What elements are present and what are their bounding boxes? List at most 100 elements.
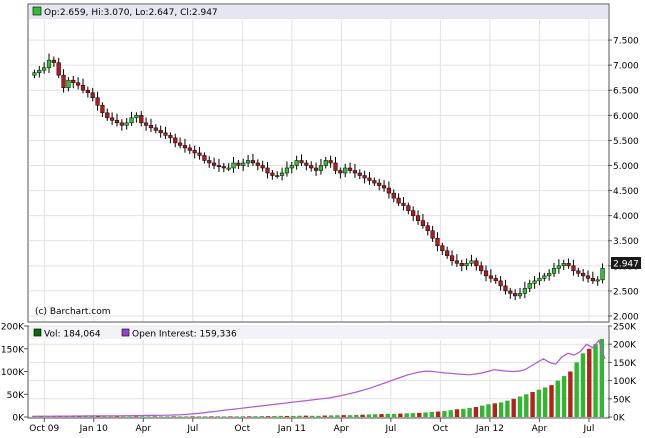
candle-up <box>134 115 139 119</box>
volume-bar-down <box>152 416 157 417</box>
volume-bar-up <box>121 416 126 417</box>
volume-bar-down <box>284 415 290 417</box>
candle-down <box>566 263 571 267</box>
candle-down <box>406 205 411 211</box>
candle-down <box>372 180 377 184</box>
volume-y-axis-right: 250K 200K 150K 100K 50K 0K <box>608 323 637 424</box>
candle-up <box>32 72 37 76</box>
vol-left-label: 150K <box>1 345 25 355</box>
volume-bar-up <box>505 400 510 417</box>
candle-up <box>318 165 324 171</box>
vol-right-label: 200K <box>613 341 637 351</box>
volume-bar-down <box>398 413 403 417</box>
volume-bar-up <box>259 416 265 417</box>
candle-up <box>289 165 294 169</box>
header-swatch <box>32 6 42 16</box>
candle-down <box>313 167 319 171</box>
volume-legend-bar <box>29 327 608 339</box>
candle-up <box>124 122 129 126</box>
candle-down <box>299 160 304 164</box>
volume-bar-up <box>272 415 277 417</box>
candle-down <box>76 82 81 86</box>
volume-bar-up <box>404 413 409 417</box>
candle-down <box>415 215 421 221</box>
price-tick-label: 3.500 <box>613 237 639 247</box>
last-price-tag <box>611 257 641 269</box>
volume-bars <box>32 333 605 417</box>
vol-legend: Vol: 184,064 <box>44 330 101 340</box>
candle-down <box>386 187 392 194</box>
candle-down <box>328 160 333 164</box>
price-tick-label: 4.000 <box>613 212 639 222</box>
candle-down <box>148 125 154 129</box>
candle-down <box>178 142 183 146</box>
candle-down <box>173 137 178 144</box>
volume-bar-down <box>77 416 82 417</box>
candle-down <box>100 105 105 114</box>
vol-left-label: 0K <box>12 414 25 424</box>
candle-up <box>241 162 246 166</box>
volume-bar-up <box>391 413 397 417</box>
watermark: (c) Barchart.com <box>35 307 111 317</box>
volume-bar-up <box>461 408 466 417</box>
candle-down <box>202 155 207 161</box>
volume-bar-up <box>240 416 246 417</box>
candle-down <box>435 237 440 247</box>
vol-swatch <box>33 328 42 337</box>
volume-bar-up <box>328 415 334 417</box>
candle-up <box>294 160 299 166</box>
volume-bar-down <box>58 416 63 417</box>
vol-left-label: 50K <box>7 391 25 401</box>
volume-bar-up <box>354 414 359 417</box>
candle-down <box>163 132 168 136</box>
volume-bar-down <box>95 416 101 417</box>
candle-down <box>153 127 158 131</box>
volume-bar-up <box>593 344 598 417</box>
candle-down <box>352 170 358 174</box>
volume-bar-up <box>83 416 88 417</box>
last-price-label: 2.947 <box>613 260 639 270</box>
volume-bar-down <box>417 412 422 417</box>
volume-bar-up <box>278 415 283 417</box>
volume-bar-down <box>228 416 233 417</box>
candle-down <box>411 210 416 216</box>
candle-down <box>420 220 425 226</box>
vol-right-label: 0K <box>613 414 626 424</box>
oi-swatch <box>121 328 130 337</box>
volume-bar-down <box>492 403 498 417</box>
x-tick-label: Jul <box>186 424 198 434</box>
volume-bar-up <box>127 416 132 417</box>
candle-down <box>333 162 338 171</box>
candle-up <box>556 265 561 269</box>
candle-down <box>391 192 396 199</box>
x-tick-label: Jan 12 <box>475 424 504 434</box>
candle-down <box>192 150 197 154</box>
volume-bar-up <box>108 416 113 417</box>
candle-up <box>279 172 285 176</box>
vol-right-label: 150K <box>613 359 637 369</box>
price-tick-label: 2.500 <box>613 287 639 297</box>
volume-bar-up <box>524 394 529 417</box>
volume-bar-down <box>435 411 441 417</box>
candle-down <box>95 97 100 106</box>
header-ohlc: Op:2.659, Hi:3.070, Lo:2.647, Cl:2.947 <box>44 8 218 18</box>
vol-left-label: 200K <box>1 323 25 333</box>
candle-up <box>66 79 71 88</box>
candle-down <box>498 280 503 287</box>
candle-up <box>469 260 474 264</box>
candle-up <box>343 167 348 174</box>
vol-right-label: 50K <box>613 395 631 405</box>
volume-bar-up <box>184 416 189 417</box>
candle-up <box>522 288 527 294</box>
volume-bar-down <box>265 416 271 417</box>
price-tick-label: 6.000 <box>613 112 639 122</box>
volume-bar-up <box>139 416 145 417</box>
candle-up <box>532 280 537 284</box>
candle-down <box>119 122 124 126</box>
volume-bar-up <box>202 416 208 417</box>
volume-bar-down <box>587 348 592 417</box>
candle-up <box>537 278 542 282</box>
x-tick-label: Jul <box>583 424 595 434</box>
volume-bar-up <box>146 416 151 417</box>
volume-bar-up <box>158 416 164 417</box>
